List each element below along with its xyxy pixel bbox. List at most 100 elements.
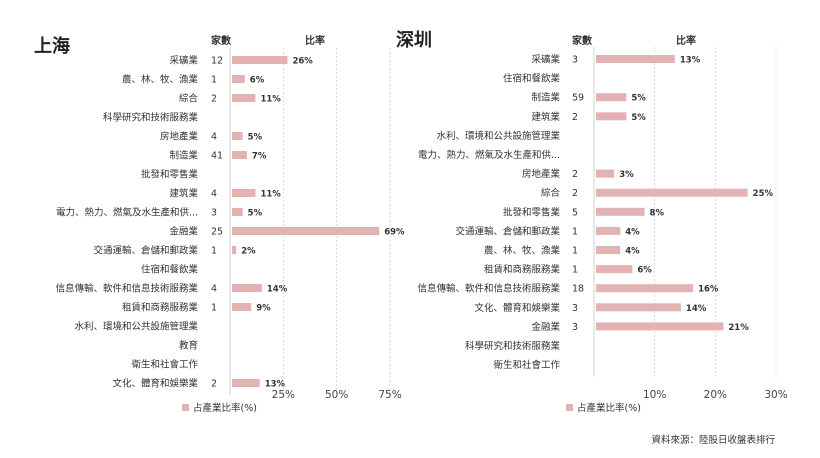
shenzhen-category-label: 批發和零售業 — [503, 206, 561, 218]
shanghai-category-label: 農、林、牧、漁業 — [122, 74, 199, 86]
shanghai-bar-data-label: 7% — [252, 152, 267, 162]
shanghai-bar-data-label: 9% — [256, 304, 271, 314]
shenzhen-count-value: 18 — [572, 284, 584, 295]
shanghai-bar-data-label: 26% — [292, 57, 313, 67]
shanghai-ratio-header: 比率 — [305, 34, 325, 47]
shenzhen-tick-label: 30% — [764, 389, 787, 401]
shanghai-count-value: 3 — [211, 208, 217, 219]
shenzhen-count-value: 1 — [572, 246, 578, 257]
shanghai-category-label: 制造業 — [169, 150, 198, 162]
shanghai-legend-label: 占產業比率(%) — [193, 402, 257, 414]
shenzhen-count-value: 3 — [572, 55, 578, 66]
shenzhen-category-label: 租賃和商務服務業 — [484, 264, 561, 276]
shanghai-category-label: 教育 — [179, 340, 198, 352]
shenzhen-category-label: 電力、熱力、燃氣及水生產和供... — [418, 149, 560, 161]
shenzhen-bar — [596, 112, 627, 121]
shenzhen-count-value: 3 — [572, 322, 578, 333]
shanghai-category-label: 電力、熱力、燃氣及水生產和供... — [56, 207, 198, 219]
shanghai-count-value: 12 — [211, 56, 223, 67]
shanghai-bar-data-label: 13% — [265, 380, 286, 390]
shenzhen-bar — [596, 55, 675, 63]
shanghai-category-label: 水利、環境和公共設施管理業 — [74, 321, 198, 333]
shanghai-count-value: 4 — [211, 132, 217, 143]
shenzhen-bar — [596, 226, 621, 235]
shenzhen-bar-data-label: 13% — [680, 56, 701, 66]
shanghai-count-value: 25 — [211, 227, 223, 238]
shanghai-legend-swatch — [182, 404, 189, 411]
shanghai-bar — [232, 189, 256, 197]
shenzhen-count-header: 家數 — [572, 34, 592, 47]
shanghai-bar — [232, 132, 243, 140]
shanghai-bar — [232, 227, 380, 235]
shenzhen-legend-swatch — [566, 404, 573, 411]
shanghai-bar — [232, 56, 288, 64]
shanghai-bar — [232, 208, 243, 216]
shenzhen-bar — [596, 93, 627, 102]
shanghai-category-label: 房地產業 — [160, 131, 199, 143]
shenzhen-bar — [596, 303, 681, 312]
shenzhen-category-label: 水利、環境和公共設施管理業 — [436, 130, 560, 142]
shanghai-category-label: 科學研究和技術服務業 — [103, 112, 199, 124]
shenzhen-category-label: 制造業 — [531, 92, 560, 104]
shanghai-bar — [232, 75, 245, 83]
shanghai-bar — [232, 379, 260, 387]
shanghai-bar — [232, 94, 256, 102]
shenzhen-count-value: 3 — [572, 303, 578, 314]
shenzhen-bar-data-label: 25% — [753, 189, 774, 199]
shanghai-bar-data-label: 5% — [248, 209, 263, 219]
shenzhen-count-value: 2 — [572, 188, 578, 199]
shanghai-bar-data-label: 11% — [260, 190, 281, 200]
shenzhen-category-label: 信息傳輸、軟件和信息技術服務業 — [417, 283, 560, 295]
shanghai-category-label: 采礦業 — [169, 55, 198, 67]
shanghai-bar — [232, 246, 237, 254]
shenzhen-bar-data-label: 3% — [619, 170, 634, 180]
source-note: 資料來源：陸股日收盤表排行 — [651, 434, 775, 446]
shenzhen-count-value: 1 — [572, 226, 578, 237]
shenzhen-count-value: 2 — [572, 112, 578, 123]
shenzhen-bar — [596, 322, 724, 331]
shenzhen-bar — [596, 246, 621, 254]
shanghai-count-value: 1 — [211, 75, 217, 86]
shanghai-category-label: 租賃和商務服務業 — [122, 302, 199, 314]
shenzhen-category-label: 住宿和餐飲業 — [503, 73, 561, 85]
shanghai-bar-data-label: 69% — [384, 228, 405, 238]
shenzhen-bar — [596, 169, 615, 178]
shenzhen-bar-data-label: 5% — [631, 113, 646, 123]
shenzhen-category-label: 房地產業 — [522, 168, 561, 180]
shanghai-bar-data-label: 6% — [250, 76, 265, 86]
shenzhen-count-value: 59 — [572, 93, 584, 104]
shanghai-count-value: 41 — [211, 151, 223, 162]
shenzhen-bar-data-label: 14% — [686, 304, 707, 314]
shanghai-category-label: 金融業 — [169, 226, 198, 238]
shanghai-category-label: 交通運輸、倉儲和郵政業 — [93, 245, 198, 257]
shenzhen-category-label: 采礦業 — [531, 54, 560, 66]
shanghai-bar-data-label: 11% — [260, 95, 281, 105]
shenzhen-bar-data-label: 16% — [698, 285, 719, 295]
shanghai-count-value: 4 — [211, 189, 217, 200]
shanghai-category-label: 建筑業 — [169, 188, 198, 200]
shenzhen-ratio-header: 比率 — [676, 34, 696, 47]
shanghai-category-label: 衛生和社會工作 — [131, 359, 198, 371]
shenzhen-tick-label: 20% — [704, 389, 727, 401]
shenzhen-bar-data-label: 8% — [650, 208, 665, 218]
shanghai-category-label: 信息傳輸、軟件和信息技術服務業 — [55, 283, 198, 295]
shanghai-category-label: 住宿和餐飲業 — [141, 264, 199, 276]
shanghai-bar — [232, 151, 247, 159]
shenzhen-count-value: 5 — [572, 207, 578, 218]
shanghai-tick-label: 25% — [272, 389, 295, 401]
shanghai-bar-data-label: 14% — [267, 285, 288, 295]
shanghai-category-label: 綜合 — [179, 93, 199, 105]
shanghai-bar-data-label: 2% — [241, 247, 256, 257]
shenzhen-title: 深圳 — [396, 29, 432, 51]
shanghai-bar — [232, 284, 262, 292]
shenzhen-category-label: 科學研究和技術服務業 — [465, 340, 561, 352]
shanghai-count-value: 2 — [211, 379, 217, 390]
shenzhen-bar — [596, 265, 633, 274]
shenzhen-count-value: 1 — [572, 265, 578, 276]
shanghai-tick-label: 75% — [378, 389, 401, 401]
shenzhen-category-label: 交通運輸、倉儲和郵政業 — [455, 225, 560, 237]
shenzhen-category-label: 文化、體育和娛樂業 — [474, 302, 560, 314]
shanghai-category-label: 文化、體育和娛樂業 — [112, 378, 198, 390]
shenzhen-bar — [596, 207, 645, 216]
